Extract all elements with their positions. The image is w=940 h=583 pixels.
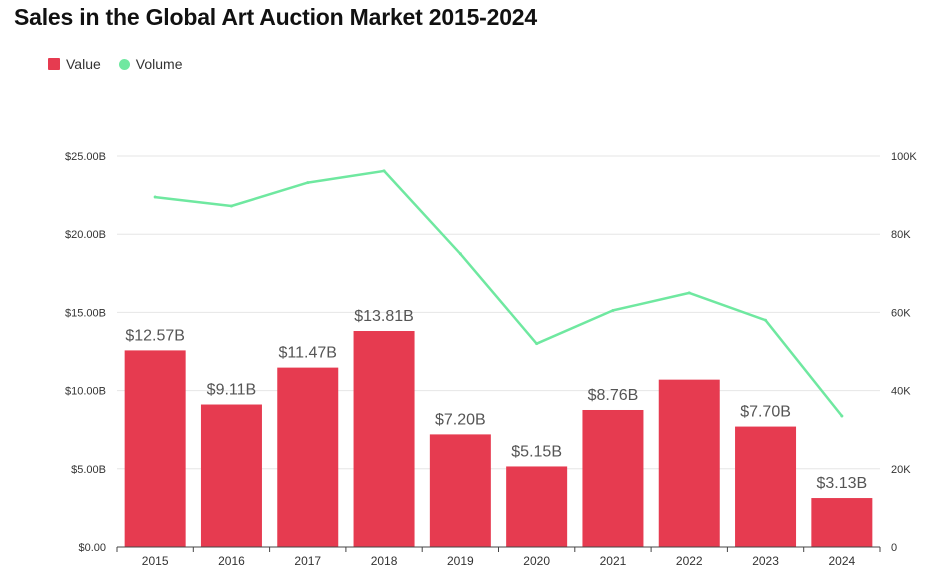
y-right-tick-label: 80K bbox=[891, 229, 911, 241]
y-left-tick-label: $15.00B bbox=[65, 307, 106, 319]
x-tick-label: 2020 bbox=[523, 554, 550, 568]
legend-label-volume: Volume bbox=[135, 56, 183, 72]
bar-data-label: $8.76B bbox=[588, 387, 639, 404]
bar-data-label: $5.15B bbox=[511, 443, 562, 460]
value-swatch-icon bbox=[48, 58, 60, 70]
volume-point bbox=[153, 195, 157, 199]
chart-legend: Value Volume bbox=[48, 56, 200, 72]
bar-value bbox=[506, 466, 568, 547]
bar-value bbox=[582, 409, 644, 547]
volume-point bbox=[458, 252, 462, 256]
bar-data-label: $9.11B bbox=[207, 382, 257, 399]
x-tick-label: 2019 bbox=[447, 554, 474, 568]
bar-value bbox=[200, 404, 262, 547]
bar-data-label: $13.81B bbox=[354, 308, 414, 325]
bar-data-label: $11.47B bbox=[279, 345, 337, 362]
bar-data-label: $3.13B bbox=[816, 475, 867, 492]
volume-point bbox=[687, 291, 691, 295]
bar-data-label: $7.70B bbox=[740, 404, 791, 421]
y-left-tick-label: $10.00B bbox=[65, 386, 106, 398]
y-right-tick-label: 0 bbox=[891, 542, 897, 554]
y-left-tick-label: $5.00B bbox=[71, 464, 106, 476]
bar-data-label: $7.20B bbox=[435, 411, 486, 428]
y-right-tick-label: 60K bbox=[891, 307, 911, 319]
volume-point bbox=[611, 308, 615, 312]
y-left-tick-label: $0.00 bbox=[78, 542, 106, 554]
volume-point bbox=[840, 414, 844, 418]
bar-value bbox=[277, 367, 339, 547]
bar-value bbox=[429, 434, 491, 547]
chart-title: Sales in the Global Art Auction Market 2… bbox=[14, 4, 537, 30]
x-tick-label: 2024 bbox=[828, 554, 855, 568]
legend-item-value[interactable]: Value bbox=[48, 56, 101, 72]
x-tick-label: 2021 bbox=[600, 554, 627, 568]
x-tick-label: 2016 bbox=[218, 554, 245, 568]
volume-point bbox=[382, 169, 386, 173]
bar-value bbox=[353, 331, 415, 547]
bar-value bbox=[811, 498, 873, 547]
y-left-tick-label: $25.00B bbox=[65, 151, 106, 163]
bar-value bbox=[735, 426, 797, 547]
y-right-tick-label: 100K bbox=[891, 151, 917, 163]
y-right-tick-label: 20K bbox=[891, 464, 911, 476]
x-tick-label: 2015 bbox=[142, 554, 169, 568]
x-tick-label: 2022 bbox=[676, 554, 703, 568]
x-tick-label: 2017 bbox=[294, 554, 321, 568]
y-left-tick-label: $20.00B bbox=[65, 229, 106, 241]
volume-swatch-icon bbox=[118, 58, 130, 70]
volume-point bbox=[229, 204, 233, 208]
y-right-tick-label: 40K bbox=[891, 386, 911, 398]
bar-value bbox=[124, 350, 186, 547]
volume-point bbox=[535, 342, 539, 346]
x-tick-label: 2018 bbox=[371, 554, 398, 568]
volume-point bbox=[306, 181, 310, 185]
volume-line bbox=[153, 169, 844, 418]
bar-value bbox=[658, 379, 720, 547]
legend-label-value: Value bbox=[66, 56, 101, 72]
x-tick-label: 2023 bbox=[752, 554, 779, 568]
bar-data-label: $12.57B bbox=[125, 327, 185, 344]
volume-point bbox=[764, 318, 768, 322]
legend-item-volume[interactable]: Volume bbox=[118, 56, 183, 72]
